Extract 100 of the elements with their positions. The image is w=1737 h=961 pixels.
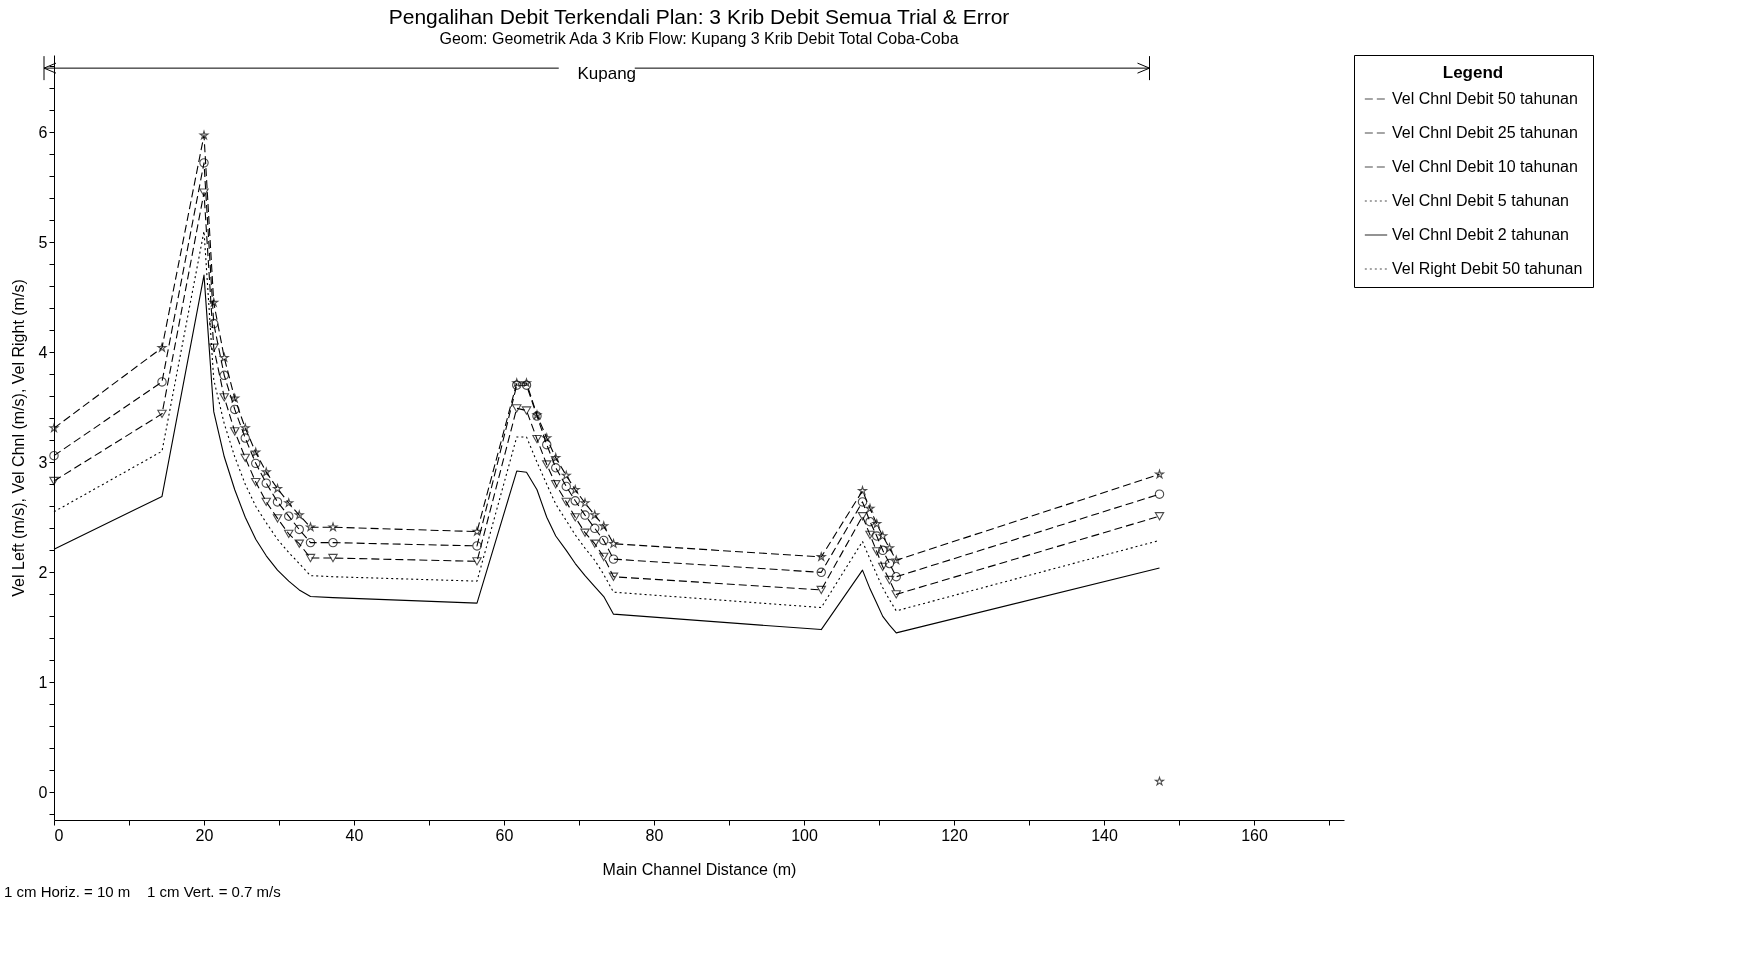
point xyxy=(580,510,590,520)
point xyxy=(209,318,219,329)
point xyxy=(240,423,250,433)
legend-label: Vel Chnl Debit 25 tahunan xyxy=(1392,124,1578,141)
y-tick-label: 6 xyxy=(38,123,48,141)
point xyxy=(580,498,590,507)
point xyxy=(891,590,901,599)
point xyxy=(590,523,600,534)
x-tick-label: 80 xyxy=(645,826,664,844)
point xyxy=(219,370,229,381)
point xyxy=(328,537,338,548)
point xyxy=(542,439,552,450)
chart-title: Pengalihan Debit Terkendali Plan: 3 Krib Debit Semua Trial & Error xyxy=(388,4,1010,28)
x-tick-label: 40 xyxy=(345,826,364,844)
point xyxy=(884,543,895,553)
point xyxy=(305,522,316,532)
point xyxy=(49,423,59,433)
point xyxy=(872,531,882,541)
point xyxy=(251,477,261,487)
annotation: Kupang xyxy=(577,64,637,84)
point xyxy=(570,496,580,506)
y-axis-title: Vel Left (m/s), Vel Chnl (m/s), Vel Right (m/s) xyxy=(9,279,27,597)
point xyxy=(512,378,522,387)
point xyxy=(251,447,261,457)
point xyxy=(608,554,619,564)
point xyxy=(157,409,167,419)
point xyxy=(857,497,868,507)
point xyxy=(599,552,609,562)
point xyxy=(865,530,875,540)
point xyxy=(878,531,888,540)
point xyxy=(240,433,250,443)
point xyxy=(816,552,826,561)
point xyxy=(209,297,219,307)
point xyxy=(884,575,895,585)
point xyxy=(521,406,532,415)
point xyxy=(551,480,561,489)
point xyxy=(561,470,571,480)
point xyxy=(884,558,895,569)
point xyxy=(261,497,271,507)
text: 1 cm Horiz. = 10 m 1 cm Vert. = 0.7 m/s xyxy=(4,883,281,900)
point xyxy=(599,521,609,531)
point xyxy=(284,498,294,507)
x-tick-label: 160 xyxy=(1241,826,1268,844)
point xyxy=(561,481,571,492)
point xyxy=(570,485,580,494)
point xyxy=(570,513,580,522)
point xyxy=(590,539,600,548)
point xyxy=(294,539,304,548)
point xyxy=(328,522,338,532)
point xyxy=(472,557,482,566)
y-tick-label: 4 xyxy=(38,343,48,361)
y-tick-label: 1 xyxy=(38,673,48,691)
point xyxy=(230,393,240,403)
point xyxy=(816,585,826,595)
point xyxy=(857,486,868,495)
point xyxy=(891,555,901,565)
point xyxy=(542,433,552,442)
point xyxy=(872,519,882,528)
point xyxy=(209,343,219,352)
point xyxy=(542,460,552,469)
point xyxy=(1154,469,1165,479)
point xyxy=(328,553,338,563)
legend-title: Legend xyxy=(1442,63,1504,82)
point xyxy=(49,476,59,486)
point xyxy=(219,393,229,402)
point xyxy=(878,562,888,572)
legend-label: Vel Chnl Debit 10 tahunan xyxy=(1392,158,1578,175)
point xyxy=(305,537,316,548)
point xyxy=(608,572,619,581)
point xyxy=(816,567,826,578)
point xyxy=(551,463,561,473)
point xyxy=(157,377,167,387)
point xyxy=(1154,776,1165,786)
point xyxy=(561,497,571,507)
point xyxy=(521,378,532,387)
point xyxy=(294,510,304,520)
y-tick-label: 0 xyxy=(38,783,48,801)
y-tick-label: 3 xyxy=(38,453,48,471)
point xyxy=(872,547,882,556)
point xyxy=(199,158,209,168)
legend-label: Vel Right Debit 50 tahunan xyxy=(1392,260,1583,277)
point xyxy=(272,514,283,523)
point xyxy=(1154,489,1165,499)
point xyxy=(240,453,250,463)
y-tick-label: 5 xyxy=(38,233,48,251)
point xyxy=(230,404,240,415)
legend-label: Vel Chnl Debit 50 tahunan xyxy=(1392,90,1578,107)
x-tick-label: 120 xyxy=(941,826,968,844)
point xyxy=(521,380,532,390)
point xyxy=(272,483,283,493)
legend-label: Vel Chnl Debit 2 tahunan xyxy=(1392,226,1570,243)
x-tick-label: 60 xyxy=(495,826,514,844)
y-tick-label: 2 xyxy=(38,563,48,581)
point xyxy=(49,450,59,461)
point xyxy=(261,478,271,488)
point xyxy=(512,380,522,390)
point xyxy=(472,526,482,536)
chart-subtitle: Geom: Geometrik Ada 3 Krib Flow: Kupang 3 Krib Debit Total Coba-Coba xyxy=(439,29,959,47)
x-tick-label: 20 xyxy=(195,826,214,844)
point xyxy=(261,467,271,477)
